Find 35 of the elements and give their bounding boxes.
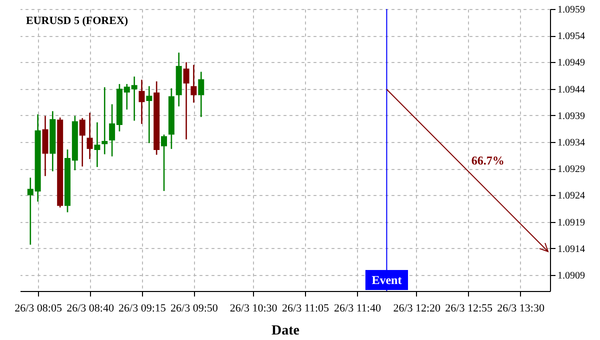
x-tick-label: 26/3 12:20: [393, 302, 442, 314]
x-tick-label: 26/3 08:05: [14, 302, 62, 314]
candlestick: [161, 134, 168, 192]
y-tick-label: 1.0939: [558, 110, 585, 122]
y-tick-label: 1.0934: [558, 138, 585, 149]
y-tick-label: 1.0914: [558, 244, 585, 255]
candlestick: [94, 122, 100, 168]
y-tick-label: 1.0954: [558, 31, 585, 42]
annotation: 66.7%: [471, 153, 504, 168]
x-tick-label: 26/3 11:05: [282, 302, 330, 314]
x-axis-title: Date: [272, 324, 300, 338]
candlestick: [138, 79, 145, 125]
y-tick-label: 1.0919: [558, 217, 585, 228]
candlestick: [102, 86, 108, 155]
text: EURUSD 5 (FOREX): [26, 15, 128, 27]
x-tick-label: 26/3 08:40: [66, 302, 114, 314]
ref-line-label: Event: [372, 273, 402, 287]
y-tick-label: 1.0944: [558, 84, 585, 96]
x-tick-label: 26/3 09:15: [118, 302, 166, 314]
candlestick: [190, 64, 197, 104]
candlestick: [79, 117, 86, 168]
x-tick-label: 26/3 13:30: [497, 302, 545, 314]
y-tick-label: 1.0909: [558, 270, 585, 282]
x-tick-label: 26/3 12:55: [445, 302, 494, 314]
x-tick-label: 26/3 11:40: [334, 302, 382, 314]
y-tick-label: 1.0959: [558, 4, 585, 16]
candlestick: [146, 86, 152, 144]
x-tick-label: 26/3 09:50: [170, 302, 218, 314]
y-tick-label: 1.0924: [558, 190, 585, 202]
y-tick-label: 1.0949: [558, 58, 585, 69]
candlestick: [198, 71, 204, 118]
candlestick: [86, 112, 93, 160]
x-tick-label: 26/3 10:30: [230, 302, 278, 314]
y-tick-label: 1.0929: [558, 164, 585, 176]
candlestick: [183, 62, 190, 140]
